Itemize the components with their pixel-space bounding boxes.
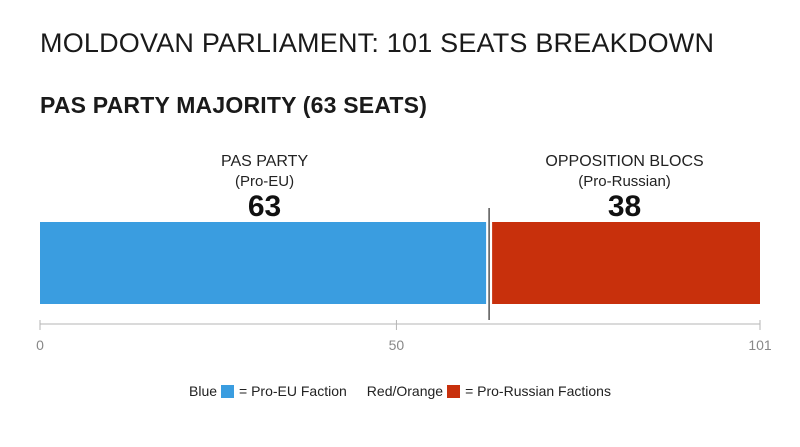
chart-title: MOLDOVAN PARLIAMENT: 101 SEATS BREAKDOWN — [40, 28, 715, 58]
segment-sublabel-pas-party: (Pro-EU) — [235, 173, 294, 190]
x-tick-label: 101 — [748, 337, 772, 353]
legend: Blue = Pro-EU Faction Red/Orange = Pro-R… — [0, 383, 800, 399]
legend-item-pro-eu: Blue = Pro-EU Faction — [189, 383, 347, 399]
x-tick-label: 50 — [389, 337, 405, 353]
bar-opposition-blocs — [492, 222, 760, 304]
chart-subtitle: PAS PARTY MAJORITY (63 SEATS) — [40, 92, 428, 118]
legend-item-pro-russian: Red/Orange = Pro-Russian Factions — [367, 383, 611, 399]
legend-swatch — [221, 384, 235, 398]
stacked-bar-chart: PAS PARTY (Pro-EU)63 OPPOSITION BLOCS (Pro-… — [36, 153, 772, 353]
segment-label-opposition-blocs: OPPOSITION BLOCS — [545, 153, 703, 170]
x-tick-label: 0 — [36, 337, 44, 353]
segment-value-pas-party: 63 — [248, 190, 281, 223]
legend-prefix: Red/Orange — [366, 383, 444, 399]
legend-text: = Pro-EU Faction — [239, 383, 347, 399]
segment-sublabel-opposition-blocs: (Pro-Russian) — [578, 173, 671, 190]
segment-value-opposition-blocs: 38 — [608, 190, 641, 223]
legend-prefix: Blue — [189, 383, 218, 399]
bar-pas-party — [40, 222, 487, 304]
segment-label-pas-party: PAS PARTY — [221, 153, 308, 170]
legend-text: = Pro-Russian Factions — [465, 383, 611, 399]
legend-swatch — [447, 384, 461, 398]
